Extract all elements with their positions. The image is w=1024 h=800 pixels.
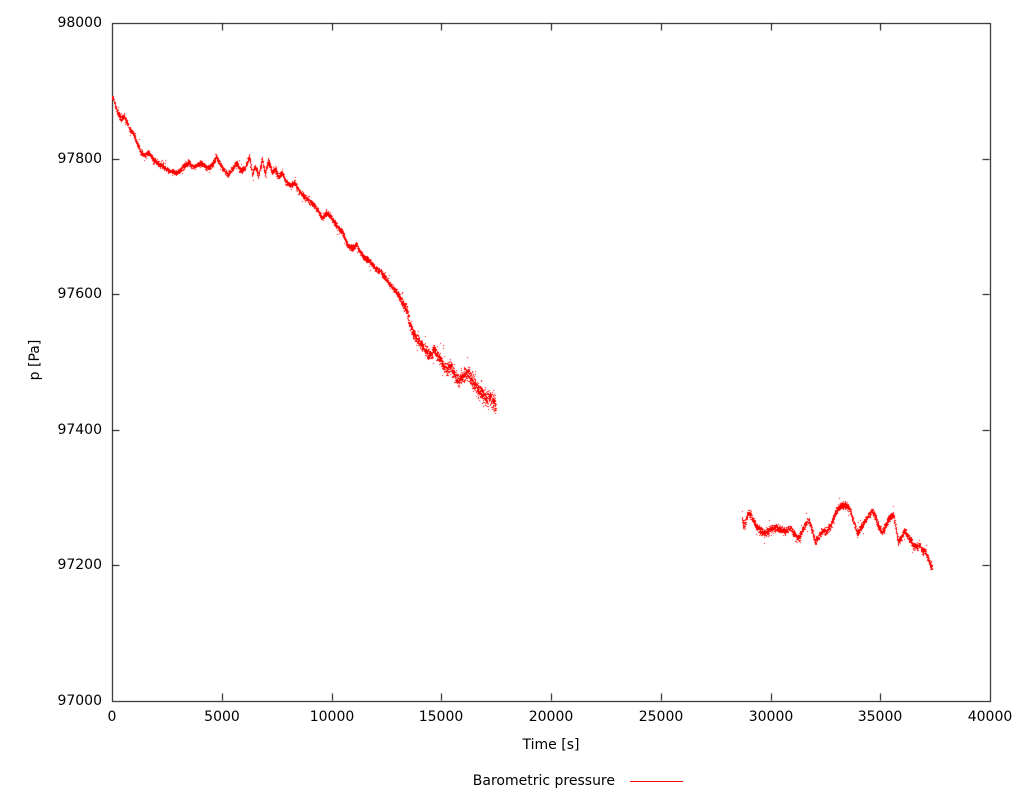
y-tick-label: 97000: [57, 693, 102, 709]
legend-label: Barometric pressure: [472, 773, 615, 789]
x-tick-label: 0: [107, 709, 117, 725]
x-tick-label: 5000: [204, 709, 240, 725]
x-tick-label: 40000: [967, 709, 1013, 725]
x-tick-label: 10000: [309, 709, 355, 725]
y-axis-title: p [Pa]: [27, 339, 43, 381]
y-tick-label: 97400: [57, 422, 102, 438]
legend-line-sample-icon: [630, 781, 683, 782]
x-tick-label: 20000: [528, 709, 574, 725]
y-tick-label: 97600: [57, 286, 102, 302]
x-tick-label: 15000: [418, 709, 464, 725]
y-tick-label: 97800: [57, 151, 102, 167]
y-tick-label: 98000: [57, 15, 102, 31]
y-tick-label: 97200: [57, 557, 102, 573]
x-axis-title: Time [s]: [522, 737, 580, 753]
x-tick-label: 35000: [857, 709, 903, 725]
x-tick-label: 25000: [638, 709, 684, 725]
x-tick-label: 30000: [748, 709, 794, 725]
